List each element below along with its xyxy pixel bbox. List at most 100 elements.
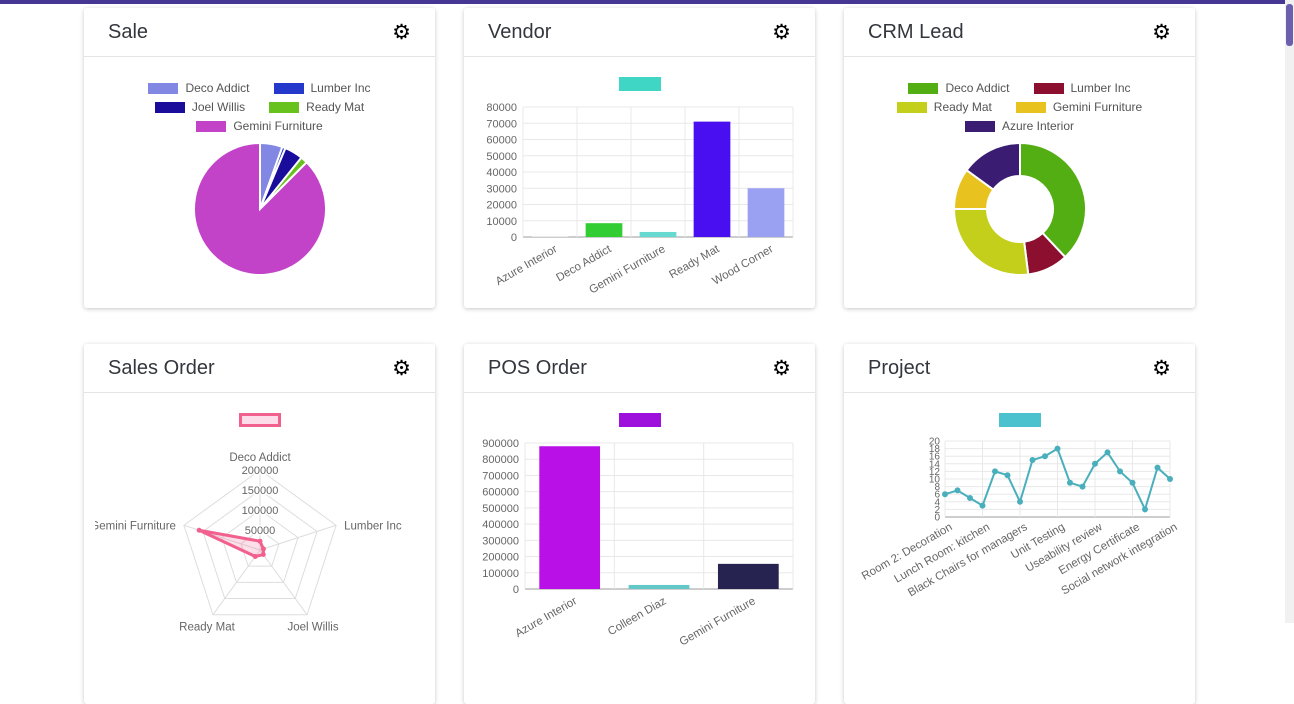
- data-point[interactable]: [260, 546, 265, 551]
- bar[interactable]: [639, 232, 676, 237]
- card-project-header: Project ⚙: [844, 344, 1195, 393]
- svg-text:150000: 150000: [241, 485, 278, 497]
- data-point[interactable]: [1067, 480, 1073, 486]
- pie-slice[interactable]: [194, 143, 326, 275]
- data-point[interactable]: [1129, 480, 1135, 486]
- data-point[interactable]: [260, 552, 265, 557]
- legend-item[interactable]: Deco Addict: [908, 81, 1009, 95]
- svg-text:200000: 200000: [482, 552, 519, 564]
- svg-text:900000: 900000: [482, 438, 519, 450]
- card-sale: Sale ⚙ Deco Addict Lumber Inc Joel Willis R…: [84, 8, 435, 308]
- legend-swatch: [965, 121, 995, 132]
- legend-item[interactable]: Lumber Inc: [1034, 81, 1131, 95]
- data-point[interactable]: [1167, 476, 1173, 482]
- gear-icon[interactable]: ⚙: [1152, 358, 1171, 379]
- gear-icon[interactable]: ⚙: [1152, 22, 1171, 43]
- topbar-edge: [0, 0, 1285, 4]
- svg-text:0: 0: [512, 584, 518, 596]
- data-point[interactable]: [1142, 506, 1148, 512]
- data-point[interactable]: [942, 491, 948, 497]
- svg-text:400000: 400000: [482, 519, 519, 531]
- svg-text:30000: 30000: [486, 183, 517, 195]
- card-title-vendor: Vendor: [488, 21, 551, 44]
- legend-swatch[interactable]: [999, 413, 1041, 427]
- svg-text:60000: 60000: [486, 135, 517, 147]
- data-point[interactable]: [196, 528, 201, 533]
- data-point[interactable]: [979, 503, 985, 509]
- legend-swatch[interactable]: [619, 77, 661, 91]
- chart-legend: [464, 413, 815, 427]
- legend-item[interactable]: Deco Addict: [148, 81, 249, 95]
- data-point[interactable]: [1117, 468, 1123, 474]
- doughnut-svg: [855, 139, 1185, 279]
- bar[interactable]: [747, 188, 784, 237]
- data-point[interactable]: [992, 468, 998, 474]
- bar-svg: 0100002000030000400005000060000700008000…: [475, 99, 805, 304]
- legend-swatch: [897, 102, 927, 113]
- data-point[interactable]: [1054, 446, 1060, 452]
- data-point[interactable]: [1017, 499, 1023, 505]
- bar[interactable]: [585, 223, 622, 237]
- svg-text:80000: 80000: [486, 102, 517, 114]
- card-vendor-header: Vendor ⚙: [464, 8, 815, 57]
- data-point[interactable]: [1004, 472, 1010, 478]
- svg-text:100000: 100000: [482, 568, 519, 580]
- legend-label: Gemini Furniture: [233, 119, 322, 133]
- data-point[interactable]: [1092, 461, 1098, 467]
- legend-swatch: [196, 121, 226, 132]
- legend-item[interactable]: Lumber Inc: [274, 81, 371, 95]
- svg-text:0: 0: [510, 232, 516, 244]
- data-point[interactable]: [252, 554, 257, 559]
- svg-text:Lumber Inc: Lumber Inc: [344, 520, 402, 532]
- scrollbar[interactable]: [1285, 0, 1294, 623]
- legend-swatch[interactable]: [619, 413, 661, 427]
- legend-swatch: [148, 83, 178, 94]
- crm-lead-doughnut-chart: Deco Addict Lumber Inc Ready Mat Gemini Fur…: [844, 81, 1195, 279]
- scrollbar-thumb[interactable]: [1286, 4, 1293, 46]
- legend-item[interactable]: Joel Willis: [155, 100, 245, 114]
- legend-item[interactable]: Gemini Furniture: [1016, 100, 1142, 114]
- bar[interactable]: [539, 446, 600, 589]
- svg-text:Azure Interior: Azure Interior: [513, 595, 579, 640]
- svg-text:20: 20: [928, 437, 940, 448]
- data-point[interactable]: [1154, 465, 1160, 471]
- gear-icon[interactable]: ⚙: [392, 22, 411, 43]
- legend-label: Ready Mat: [306, 100, 364, 114]
- svg-text:40000: 40000: [486, 167, 517, 179]
- legend-item[interactable]: Azure Interior: [965, 119, 1074, 133]
- legend-swatch[interactable]: [239, 413, 281, 427]
- card-title-pos-order: POS Order: [488, 357, 587, 380]
- legend-item[interactable]: Ready Mat: [269, 100, 364, 114]
- data-point[interactable]: [257, 539, 262, 544]
- data-point[interactable]: [1029, 457, 1035, 463]
- legend-item[interactable]: Gemini Furniture: [196, 119, 322, 133]
- bar[interactable]: [717, 564, 778, 589]
- bar[interactable]: [693, 122, 730, 237]
- legend-swatch: [1016, 102, 1046, 113]
- bar[interactable]: [628, 585, 689, 589]
- card-title-sale: Sale: [108, 21, 148, 44]
- legend-label: Gemini Furniture: [1053, 100, 1142, 114]
- chart-legend: [464, 77, 815, 91]
- gear-icon[interactable]: ⚙: [772, 22, 791, 43]
- data-point[interactable]: [1042, 453, 1048, 459]
- legend-item[interactable]: Ready Mat: [897, 100, 992, 114]
- svg-text:600000: 600000: [482, 487, 519, 499]
- gear-icon[interactable]: ⚙: [772, 358, 791, 379]
- pie-slice[interactable]: [954, 209, 1028, 275]
- data-point[interactable]: [954, 487, 960, 493]
- data-point[interactable]: [1079, 484, 1085, 490]
- data-point[interactable]: [967, 495, 973, 501]
- data-point[interactable]: [1104, 449, 1110, 455]
- gear-icon[interactable]: ⚙: [392, 358, 411, 379]
- svg-text:Gemini Furniture: Gemini Furniture: [95, 520, 176, 532]
- svg-text:800000: 800000: [482, 454, 519, 466]
- svg-text:Deco Addict: Deco Addict: [229, 452, 291, 464]
